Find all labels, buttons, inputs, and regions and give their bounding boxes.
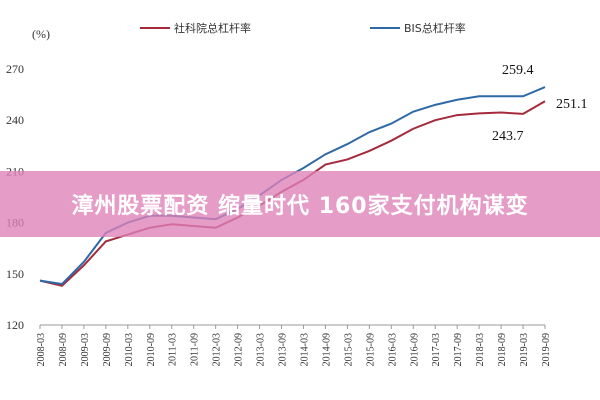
x-tick-label: 2017-03 <box>431 333 442 366</box>
x-tick-label: 2014-09 <box>321 333 332 366</box>
y-axis-label: (%) <box>32 27 50 41</box>
x-tick-label: 2016-09 <box>409 333 420 366</box>
x-tick-label: 2015-09 <box>365 333 376 366</box>
y-tick-label: 150 <box>6 267 24 281</box>
x-tick-label: 2018-09 <box>497 333 508 366</box>
annotation: 243.7 <box>492 129 524 144</box>
x-tick-label: 2017-09 <box>453 333 464 366</box>
x-tick-label: 2009-09 <box>102 333 113 366</box>
legend-label: 社科院总杠杆率 <box>174 21 251 35</box>
banner: 漳州股票配资 缩量时代 160家支付机构谋变 <box>0 171 600 237</box>
y-tick-label: 240 <box>6 113 24 127</box>
x-tick-label: 2016-03 <box>387 333 398 366</box>
y-tick-label: 120 <box>6 318 24 332</box>
x-tick-label: 2013-09 <box>278 333 289 366</box>
x-tick-label: 2012-03 <box>212 333 223 366</box>
x-tick-label: 2013-03 <box>256 333 267 366</box>
x-tick-label: 2019-03 <box>519 333 530 366</box>
x-tick-label: 2011-03 <box>168 333 179 366</box>
x-tick-label: 2008-09 <box>58 333 69 366</box>
legend-label: BIS总杠杆率 <box>404 21 466 35</box>
x-tick-label: 2018-03 <box>475 333 486 366</box>
y-tick-label: 270 <box>6 62 24 76</box>
x-tick-label: 2010-03 <box>124 333 135 366</box>
x-tick-label: 2010-09 <box>146 333 157 366</box>
x-tick-label: 2012-09 <box>234 333 245 366</box>
x-tick-label: 2008-03 <box>36 333 47 366</box>
x-tick-label: 2019-09 <box>541 333 552 366</box>
x-tick-label: 2015-03 <box>343 333 354 366</box>
x-tick-label: 2014-03 <box>299 333 310 366</box>
x-tick-label: 2011-09 <box>190 333 201 366</box>
annotation: 259.4 <box>502 63 534 78</box>
annotation: 251.1 <box>556 97 588 112</box>
x-tick-label: 2009-03 <box>80 333 91 366</box>
